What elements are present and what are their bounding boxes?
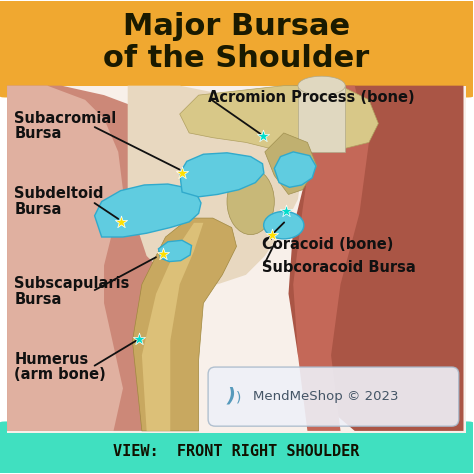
- Ellipse shape: [264, 211, 304, 239]
- Bar: [9, 443, 464, 457]
- Text: VIEW:  FRONT RIGHT SHOULDER: VIEW: FRONT RIGHT SHOULDER: [113, 444, 360, 458]
- Point: [268, 231, 276, 238]
- Polygon shape: [180, 153, 264, 197]
- Polygon shape: [95, 184, 201, 237]
- Bar: [9, 72, 464, 86]
- Point: [178, 169, 186, 177]
- Polygon shape: [128, 86, 303, 284]
- Point: [260, 132, 267, 139]
- Polygon shape: [142, 223, 203, 431]
- Polygon shape: [7, 86, 208, 431]
- Polygon shape: [180, 86, 378, 152]
- Text: Subacromial
Bursa: Subacromial Bursa: [14, 110, 117, 141]
- Text: ): ): [236, 391, 242, 405]
- Text: Acromion Process (bone): Acromion Process (bone): [208, 90, 415, 105]
- Text: MendMeShop © 2023: MendMeShop © 2023: [253, 390, 399, 403]
- Bar: [7, 86, 466, 433]
- Point: [159, 250, 167, 258]
- Bar: [298, 86, 345, 152]
- Ellipse shape: [298, 76, 345, 95]
- Text: Major Bursae
of the Shoulder: Major Bursae of the Shoulder: [103, 12, 370, 73]
- Polygon shape: [132, 218, 237, 431]
- Text: ): ): [227, 387, 235, 406]
- Text: Subscapularis
Bursa: Subscapularis Bursa: [14, 276, 129, 307]
- Text: Subdeltoid
Bursa: Subdeltoid Bursa: [14, 186, 104, 217]
- Polygon shape: [289, 86, 464, 431]
- Polygon shape: [7, 86, 123, 431]
- FancyBboxPatch shape: [0, 0, 474, 98]
- Polygon shape: [293, 86, 369, 431]
- Polygon shape: [158, 240, 191, 262]
- Text: Subcoracoid Bursa: Subcoracoid Bursa: [263, 260, 416, 275]
- FancyBboxPatch shape: [0, 421, 474, 474]
- Point: [117, 218, 124, 226]
- Point: [135, 335, 142, 343]
- Point: [283, 207, 290, 215]
- Polygon shape: [265, 133, 317, 194]
- Text: Humerus
(arm bone): Humerus (arm bone): [14, 352, 106, 383]
- Polygon shape: [274, 152, 316, 187]
- Ellipse shape: [227, 168, 274, 235]
- FancyBboxPatch shape: [208, 367, 459, 426]
- Text: Coracoid (bone): Coracoid (bone): [263, 237, 394, 252]
